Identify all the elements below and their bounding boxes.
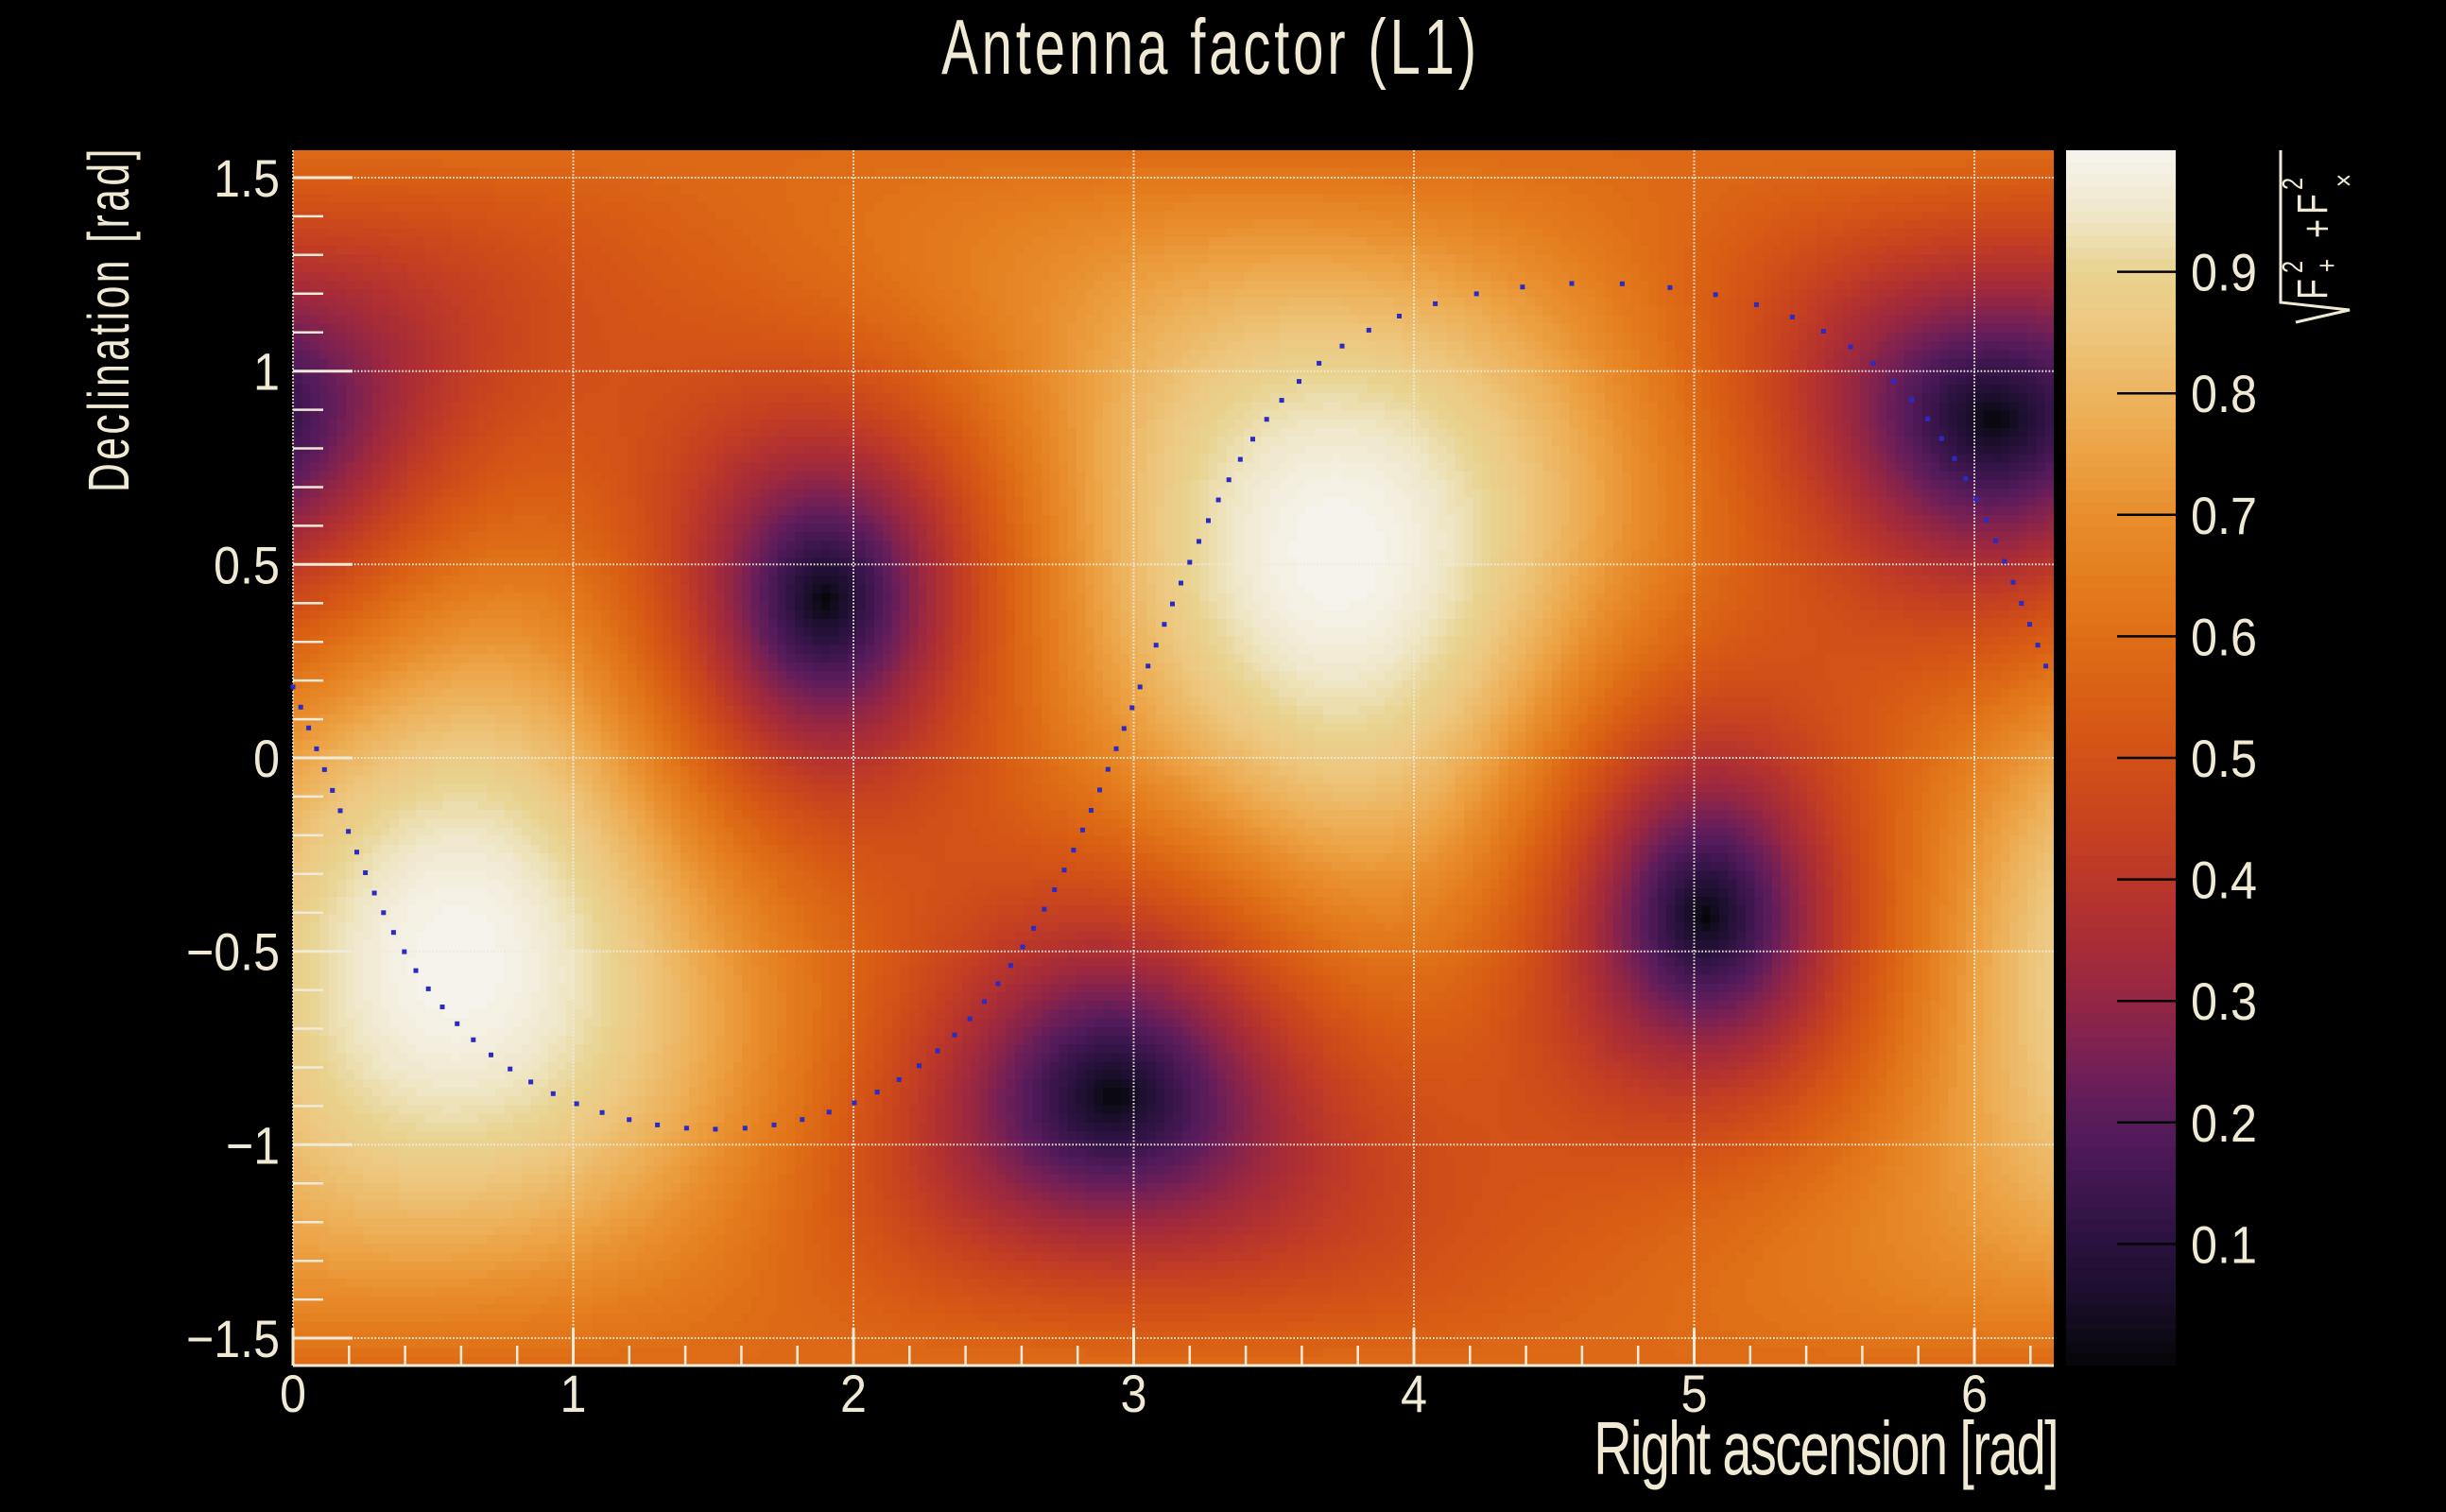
svg-text:×: × bbox=[2327, 174, 2360, 187]
svg-text:2: 2 bbox=[2276, 178, 2309, 190]
svg-text:0: 0 bbox=[280, 1364, 306, 1423]
svg-text:3: 3 bbox=[1121, 1364, 1147, 1423]
svg-text:1: 1 bbox=[560, 1364, 587, 1423]
svg-text:0.4: 0.4 bbox=[2191, 850, 2257, 910]
svg-text:+: + bbox=[2293, 219, 2341, 238]
svg-text:0.7: 0.7 bbox=[2191, 486, 2257, 545]
svg-text:+: + bbox=[2310, 259, 2343, 272]
svg-text:0.3: 0.3 bbox=[2191, 971, 2257, 1031]
svg-text:1.5: 1.5 bbox=[214, 148, 280, 208]
svg-text:0.6: 0.6 bbox=[2191, 607, 2257, 666]
svg-text:2: 2 bbox=[840, 1364, 867, 1423]
svg-text:Antenna factor (L1): Antenna factor (L1) bbox=[941, 4, 1480, 92]
svg-text:F: F bbox=[2288, 194, 2336, 215]
svg-text:0.2: 0.2 bbox=[2191, 1093, 2257, 1153]
svg-text:4: 4 bbox=[1401, 1364, 1427, 1423]
svg-text:5: 5 bbox=[1681, 1364, 1708, 1423]
svg-text:−1: −1 bbox=[226, 1115, 280, 1175]
svg-text:Declination [rad]: Declination [rad] bbox=[78, 146, 142, 492]
svg-text:Right ascension [rad]: Right ascension [rad] bbox=[1593, 1405, 2058, 1490]
svg-text:−1.5: −1.5 bbox=[186, 1309, 280, 1368]
svg-text:F: F bbox=[2288, 279, 2336, 300]
svg-text:0.1: 0.1 bbox=[2191, 1214, 2257, 1274]
svg-text:0: 0 bbox=[253, 729, 280, 788]
svg-text:0.9: 0.9 bbox=[2191, 243, 2257, 302]
svg-text:1: 1 bbox=[253, 342, 280, 402]
svg-text:−0.5: −0.5 bbox=[186, 922, 280, 982]
svg-text:0.5: 0.5 bbox=[2191, 729, 2257, 788]
svg-text:6: 6 bbox=[1961, 1364, 1988, 1423]
svg-text:0.5: 0.5 bbox=[214, 535, 280, 594]
svg-text:2: 2 bbox=[2276, 261, 2309, 273]
svg-text:0.8: 0.8 bbox=[2191, 364, 2257, 423]
